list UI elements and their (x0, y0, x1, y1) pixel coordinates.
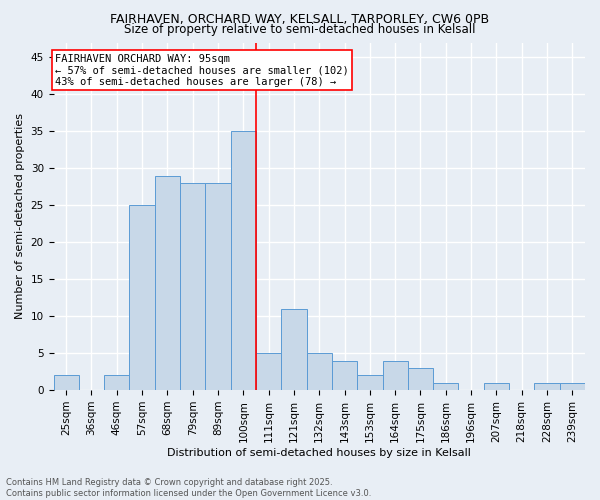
Bar (560, 382, 585, 390)
Text: FAIRHAVEN ORCHARD WAY: 95sqm
← 57% of semi-detached houses are smaller (102)
43%: FAIRHAVEN ORCHARD WAY: 95sqm ← 57% of se… (55, 54, 349, 87)
Bar (53, 376, 79, 390)
Bar (155, 176, 180, 390)
Bar (230, 131, 256, 390)
Bar (332, 360, 357, 390)
Text: Contains HM Land Registry data © Crown copyright and database right 2025.
Contai: Contains HM Land Registry data © Crown c… (6, 478, 371, 498)
Bar (357, 376, 383, 390)
Text: FAIRHAVEN, ORCHARD WAY, KELSALL, TARPORLEY, CW6 0PB: FAIRHAVEN, ORCHARD WAY, KELSALL, TARPORL… (110, 12, 490, 26)
Bar (104, 376, 130, 390)
Bar (205, 183, 230, 390)
Bar (383, 360, 408, 390)
Y-axis label: Number of semi-detached properties: Number of semi-detached properties (15, 114, 25, 320)
Bar (256, 353, 281, 390)
Bar (180, 183, 205, 390)
X-axis label: Distribution of semi-detached houses by size in Kelsall: Distribution of semi-detached houses by … (167, 448, 471, 458)
Bar (535, 382, 560, 390)
Bar (408, 368, 433, 390)
Bar (307, 353, 332, 390)
Bar (484, 382, 509, 390)
Bar (433, 382, 458, 390)
Bar (130, 205, 155, 390)
Text: Size of property relative to semi-detached houses in Kelsall: Size of property relative to semi-detach… (124, 22, 476, 36)
Bar (281, 308, 307, 390)
